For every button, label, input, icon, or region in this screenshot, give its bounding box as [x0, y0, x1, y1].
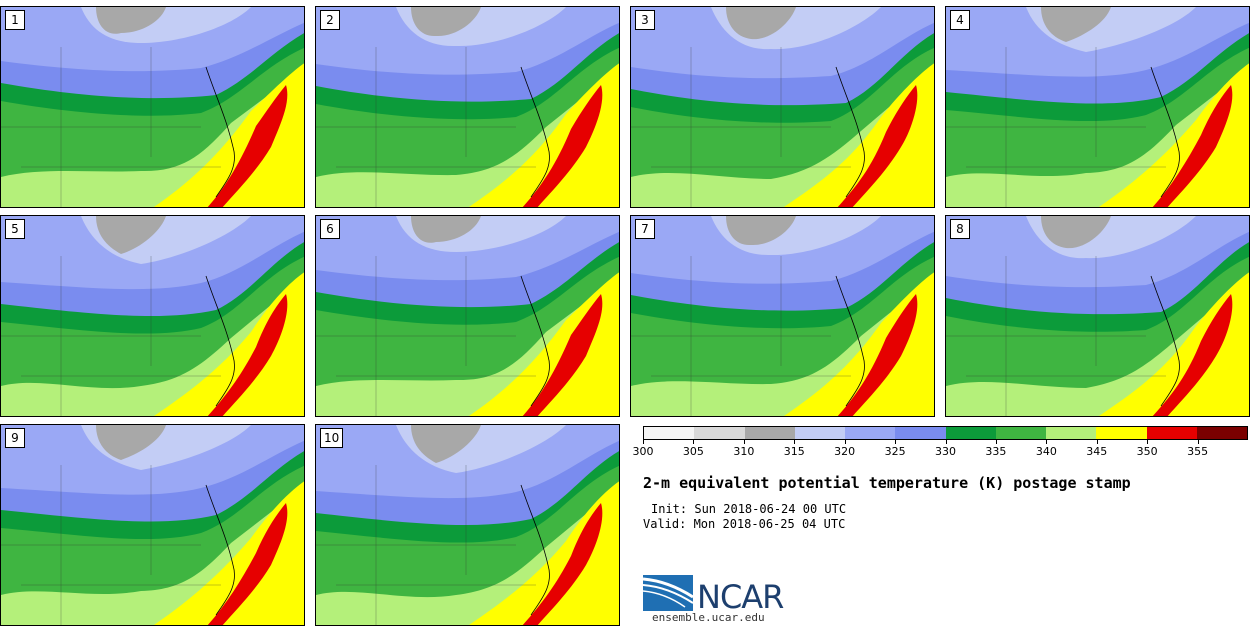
colorbar-segment: [895, 427, 946, 439]
colorbar-tick-label: 350: [1136, 445, 1158, 458]
colorbar-segment: [694, 427, 745, 439]
colorbar-segment: [845, 427, 896, 439]
map-field: [631, 216, 934, 416]
panel-number: 8: [950, 219, 970, 239]
panel-number: 5: [5, 219, 25, 239]
colorbar-segment: [644, 427, 695, 439]
colorbar-tick: [844, 440, 846, 444]
colorbar-tick-label: 305: [682, 445, 704, 458]
map-field: [316, 216, 619, 416]
ncar-logo-text: NCAR: [697, 578, 784, 616]
colorbar-tick-label: 320: [834, 445, 856, 458]
colorbar-ticks: 300 305 310 315 320 325 330 335 340 345 350 355: [633, 440, 1248, 470]
colorbar-tick: [743, 440, 745, 444]
map-field: [316, 425, 619, 625]
colorbar-tick-label: 340: [1035, 445, 1057, 458]
map-panel: 10: [315, 424, 620, 626]
colorbar-segment: [1046, 427, 1097, 439]
map-panel: 9: [0, 424, 305, 626]
init-time: Init: Sun 2018-06-24 00 UTC: [651, 502, 847, 516]
colorbar-tick-label: 315: [783, 445, 805, 458]
colorbar-tick-label: 325: [884, 445, 906, 458]
colorbar-tick-label: 330: [935, 445, 956, 458]
colorbar-tick: [693, 440, 695, 444]
colorbar-tick: [643, 440, 644, 444]
colorbar-segment: [1096, 427, 1147, 439]
map-field: [1, 7, 304, 207]
map-field: [946, 7, 1249, 207]
colorbar-segment: [945, 427, 996, 439]
valid-time: Valid: Mon 2018-06-25 04 UTC: [643, 517, 846, 531]
panel-number: 1: [5, 10, 25, 30]
plot-title: 2-m equivalent potential temperature (K)…: [643, 474, 1131, 492]
colorbar-segment: [1196, 427, 1247, 439]
map-field: [946, 216, 1249, 416]
colorbar-segment: [744, 427, 795, 439]
panel-number: 3: [635, 10, 655, 30]
colorbar-tick-label: 300: [632, 445, 654, 458]
colorbar-tick: [1046, 440, 1048, 444]
ncar-logo-icon: [643, 575, 694, 611]
map-panel: 2: [315, 6, 620, 208]
colorbar: [643, 426, 1248, 440]
map-panel: 6: [315, 215, 620, 417]
map-panel: 3: [630, 6, 935, 208]
colorbar-tick-label: 310: [733, 445, 755, 458]
colorbar-tick: [945, 440, 947, 444]
map-field: [316, 7, 619, 207]
colorbar-segment: [794, 427, 845, 439]
panel-number: 4: [950, 10, 970, 30]
colorbar-tick: [1197, 440, 1199, 444]
site-url: ensemble.ucar.edu: [652, 611, 765, 624]
colorbar-tick: [1147, 440, 1149, 444]
colorbar-segment: [1146, 427, 1197, 439]
map-panel: 4: [945, 6, 1250, 208]
colorbar-tick-label: 335: [985, 445, 1007, 458]
colorbar-tick: [1096, 440, 1098, 444]
map-panel: 5: [0, 215, 305, 417]
colorbar-tick-label: 355: [1187, 445, 1209, 458]
colorbar-tick: [995, 440, 997, 444]
map-panel: 7: [630, 215, 935, 417]
panel-number: 6: [320, 219, 340, 239]
colorbar-tick-label: 345: [1086, 445, 1108, 458]
colorbar-tick: [794, 440, 796, 444]
panel-number: 7: [635, 219, 655, 239]
map-field: [1, 216, 304, 416]
panel-number: 9: [5, 428, 25, 448]
map-field: [1, 425, 304, 625]
panel-number: 2: [320, 10, 340, 30]
map-panel: 1: [0, 6, 305, 208]
map-panel: 8: [945, 215, 1250, 417]
map-field: [631, 7, 934, 207]
panel-number: 10: [320, 428, 344, 448]
colorbar-segment: [995, 427, 1046, 439]
colorbar-tick: [895, 440, 897, 444]
